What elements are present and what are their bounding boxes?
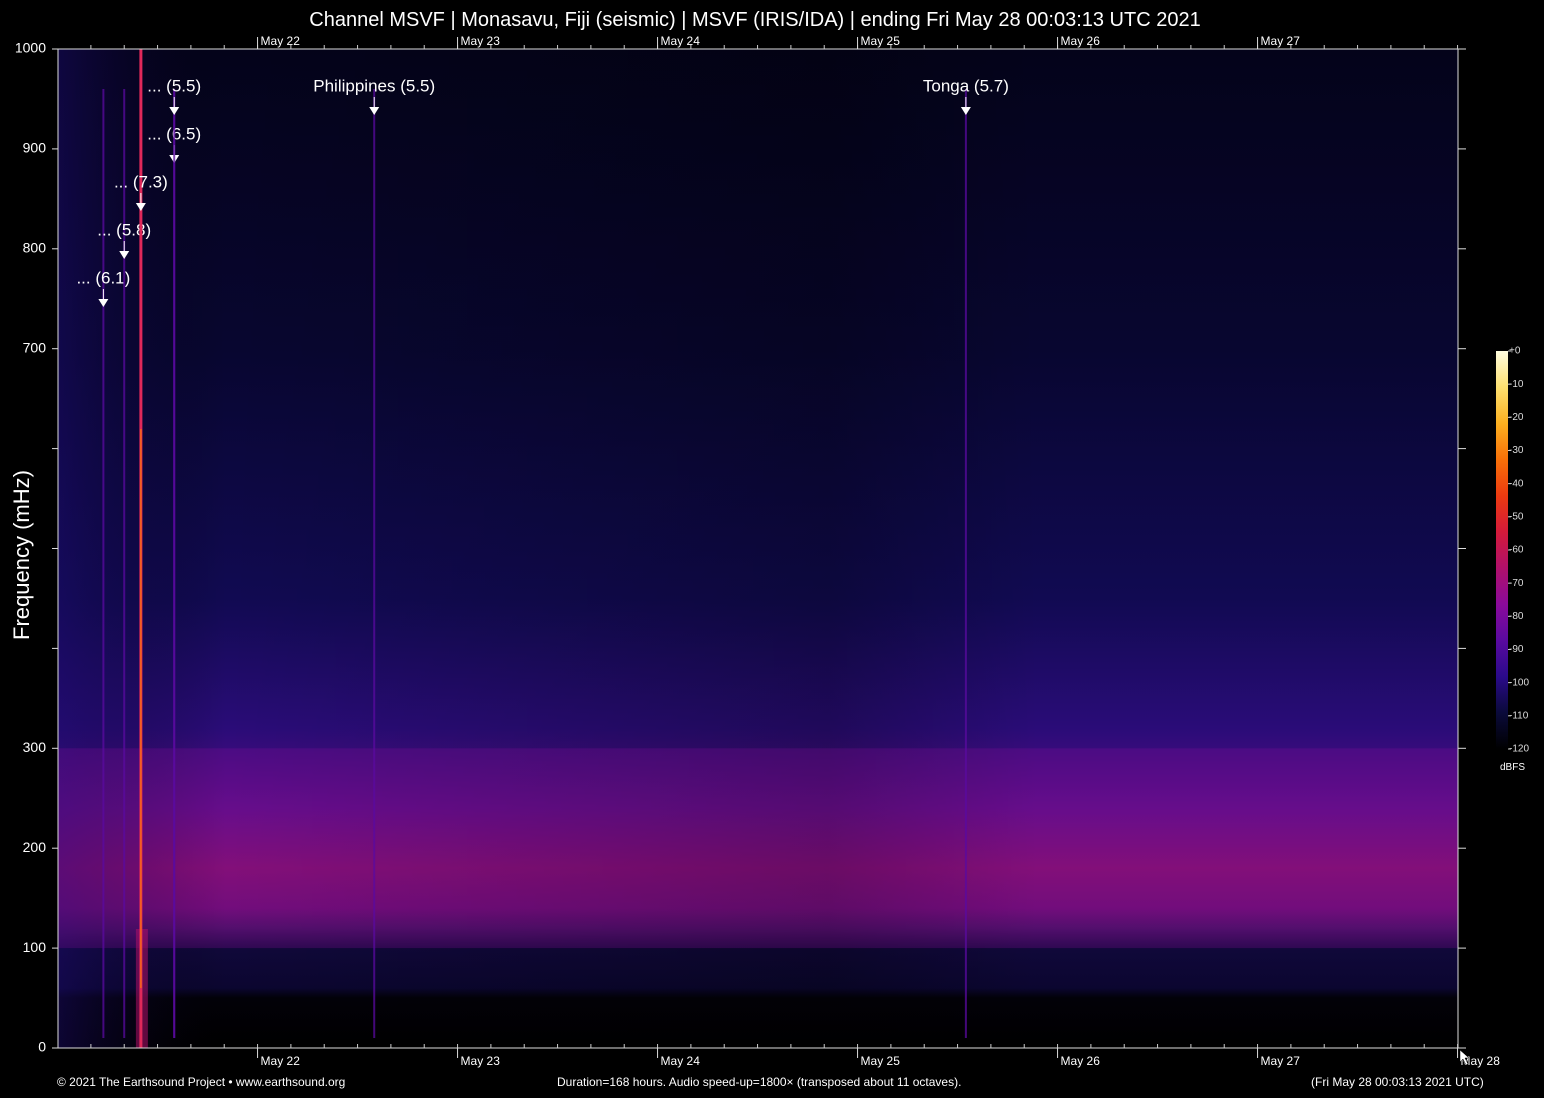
colorbar-tick-label-3: -30 xyxy=(1509,445,1524,456)
footer-timestamp: (Fri May 28 00:03:13 2021 UTC) xyxy=(1311,1075,1484,1089)
colorbar-tick-label-12: -120 xyxy=(1509,744,1529,755)
y-tick-label-7: 700 xyxy=(23,339,47,355)
event-label-4: ... (5.5) xyxy=(147,76,201,95)
y-tick-label-0: 0 xyxy=(38,1039,46,1055)
x-tick-label-bottom-0: May 22 xyxy=(261,1054,301,1068)
colorbar-tick-label-9: -90 xyxy=(1509,644,1524,655)
colorbar-tick-label-4: -40 xyxy=(1509,478,1524,489)
x-tick-label-bottom-4: May 26 xyxy=(1061,1054,1101,1068)
axes: 0 100 200 300 700 800 900 1000 May 22 May 22 May 2… xyxy=(15,34,1500,1068)
footer-copyright: © 2021 The Earthsound Project • www.eart… xyxy=(57,1075,346,1089)
x-tick-label-top-4: May 26 xyxy=(1061,34,1101,48)
event-label-6: Tonga (5.7) xyxy=(923,76,1009,95)
x-tick-label-bottom-5: May 27 xyxy=(1261,1054,1301,1068)
colorbar: +0 -10 -20 -30 -40 -50 -60 -70 -80 -90 -100 -110 -12… xyxy=(1496,346,1529,755)
colorbar-gradient xyxy=(1496,351,1508,749)
event-arrow-5 xyxy=(369,107,380,115)
event-arrow-2 xyxy=(135,203,146,211)
event-label-5: Philippines (5.5) xyxy=(313,76,435,95)
x-tick-label-top-2: May 24 xyxy=(661,34,701,48)
x-tick-label-top-3: May 25 xyxy=(861,34,901,48)
colorbar-tick-label-6: -60 xyxy=(1509,545,1524,556)
plot-area xyxy=(58,49,1458,1048)
x-tick-label-bottom-3: May 25 xyxy=(861,1054,901,1068)
colorbar-tick-label-5: -50 xyxy=(1509,511,1524,522)
event-arrow-1 xyxy=(119,251,130,259)
event-arrow-0 xyxy=(98,299,109,307)
colorbar-tick-label-10: -100 xyxy=(1509,677,1529,688)
colorbar-tick-label-1: -10 xyxy=(1509,379,1524,390)
mouse-cursor-icon xyxy=(1459,1049,1470,1066)
x-tick-label-bottom-1: May 23 xyxy=(461,1054,501,1068)
events-layer: ... (6.1)... (5.8)... (7.3)... (6.5)... … xyxy=(76,49,1009,1048)
microseism-band-0 xyxy=(58,748,1458,949)
spectrogram-shading xyxy=(58,49,1458,1048)
event-label-2: ... (7.3) xyxy=(114,172,168,191)
x-tick-label-bottom-2: May 24 xyxy=(661,1054,701,1068)
event-label-1: ... (5.8) xyxy=(97,220,151,239)
event-label-0: ... (6.1) xyxy=(76,268,130,287)
colorbar-tick-label-8: -80 xyxy=(1509,611,1524,622)
colorbar-tick-label-0: +0 xyxy=(1509,346,1521,357)
colorbar-tick-label-11: -110 xyxy=(1509,710,1529,721)
x-tick-label-bottom-6: May 28 xyxy=(1461,1054,1501,1068)
y-tick-label-10: 1000 xyxy=(15,40,46,56)
chart-title: Channel MSVF | Monasavu, Fiji (seismic) … xyxy=(309,9,1201,31)
y-tick-label-9: 900 xyxy=(23,140,47,156)
x-tick-label-top-0: May 22 xyxy=(261,34,301,48)
colorbar-tick-label-2: -20 xyxy=(1509,412,1524,423)
y-tick-label-3: 300 xyxy=(23,739,47,755)
colorbar-unit: dBFS xyxy=(1500,762,1526,773)
event-arrow-4 xyxy=(169,107,180,115)
x-tick-label-top-1: May 23 xyxy=(461,34,501,48)
colorbar-tick-label-7: -70 xyxy=(1509,578,1524,589)
footer-duration: Duration=168 hours. Audio speed-up=1800×… xyxy=(557,1075,962,1089)
event-arrow-6 xyxy=(960,107,971,115)
y-tick-label-1: 100 xyxy=(23,939,47,955)
y-tick-label-8: 800 xyxy=(23,240,47,256)
x-tick-label-top-5: May 27 xyxy=(1261,34,1301,48)
y-tick-label-2: 200 xyxy=(23,839,47,855)
